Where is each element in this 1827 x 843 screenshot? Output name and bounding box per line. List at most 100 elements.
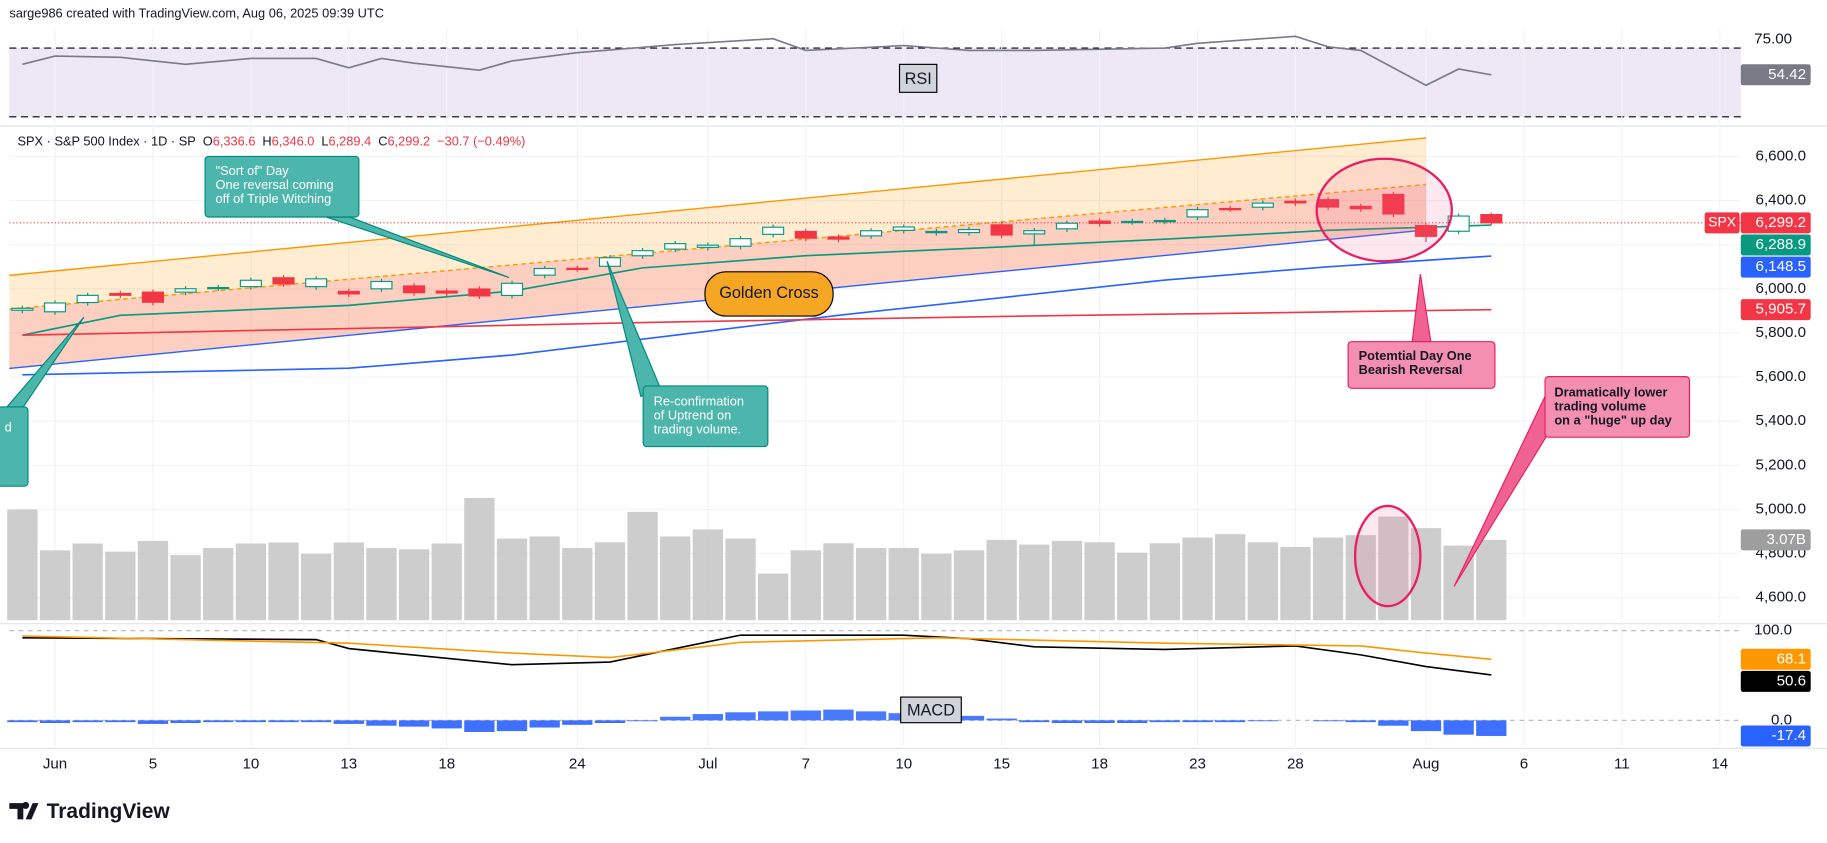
volume-bar [1476,539,1507,621]
annotation-text: trading volume [1554,398,1646,413]
candle-body [11,307,34,311]
annotation-text: Potemtial Day One [1359,348,1472,363]
macd-histogram-bar [1345,720,1376,723]
candle-body [827,236,850,240]
x-tick-label: 10 [895,756,912,773]
macd-histogram-bar [1312,720,1344,722]
volume-bar [1410,528,1442,621]
annotation-text: off of Triple Witching [216,191,332,206]
macd-histogram-bar [398,720,430,727]
macd-histogram-bar [1410,720,1442,732]
callout-box [704,271,834,317]
y-tick-label: 6,400.0 [1756,192,1806,209]
x-tick-label: 14 [1711,756,1728,773]
volume-bar [333,542,364,621]
candle-body [76,294,99,304]
annotation-text: of Uptrend on [654,408,732,423]
candle-body [957,228,981,234]
ohlc-key: O [203,134,213,149]
annotation-text: "Sort of" Day [216,163,290,178]
candle-body [370,280,393,290]
macd-badge-box [1740,670,1811,692]
footer-logo: TradingView [9,800,170,823]
channel-upper-fill [9,137,1427,310]
macd-histogram-bar [1378,720,1409,726]
volume-badge-box [1740,529,1811,551]
candle-body [729,238,752,247]
macd-histogram-bar [301,720,332,723]
macd-histogram-bar [268,720,299,723]
macd-histogram-bar [1215,720,1246,723]
volume-bar [39,550,71,621]
y-tick-label: 6,000.0 [1756,280,1806,297]
volume-bar [301,553,332,621]
volume-bar [855,547,887,621]
symbol-badge: SPX [1708,214,1737,230]
x-tick-label: 5 [149,756,157,773]
macd-histogram-bar [7,720,38,723]
volume-bar [366,547,397,621]
x-tick-label: 18 [438,756,455,773]
moving-average [22,308,1492,336]
macd-badge: 50.6 [1777,672,1806,689]
y-tick-label: 5,800.0 [1756,324,1806,341]
candle-body [1284,200,1307,204]
volume-bar [137,540,169,621]
x-tick-label: 18 [1091,756,1108,773]
volume-bar [1149,543,1181,621]
volume-bar [1117,552,1148,621]
annotation-text: Bearish Reversal [1359,362,1463,377]
candle-body [43,302,67,313]
x-tick-label: Jun [43,756,67,773]
macd-histogram-bar [1476,720,1507,736]
symbol-badge-box [1704,212,1740,234]
candle-body [468,288,491,297]
candle-body [762,226,785,235]
volume-bar [1378,516,1409,621]
macd-label: MACD [907,701,955,719]
rsi-label-box [898,63,938,93]
rsi-band [9,48,1741,117]
volume-bar [986,539,1017,621]
callout-box [1347,341,1496,389]
change: −30.7 (−0.49%) [437,134,525,149]
volume-bar [823,543,854,621]
rsi-label: RSI [905,70,932,88]
symbol: SPX · S&P 500 Index · 1D · SP [17,134,195,149]
candle-body [598,257,622,267]
macd-histogram-bar [105,720,136,723]
price-badge: 6,299.2 [1756,214,1806,231]
price-badge-box [1740,234,1811,256]
macd-histogram-bar [464,720,495,733]
price-badge: 6,288.9 [1756,236,1806,253]
candle-body [1447,215,1470,232]
rsi-line [22,35,1492,87]
callout-box [642,385,769,448]
macd-histogram-bar [1149,720,1181,723]
annotations: RSI MACD 6,299.2 SPX 6,288.9 6,148.5 5,905.7… [0,63,1811,747]
volume-bar [1312,537,1344,621]
price-badge: 5,905.7 [1756,301,1806,318]
volume-bar [725,538,756,621]
x-tick-label: 15 [993,756,1010,773]
macd-histogram-bar [39,720,71,724]
macd-histogram-bar [758,711,789,721]
annotation-text: Dramatically lower [1554,384,1667,399]
volume-bar [7,509,38,621]
macd-histogram-bar [725,712,756,721]
candle-body [566,267,589,271]
annotation-text: Golden Cross [719,284,819,302]
callout-box [0,406,29,487]
macd-histogram-bar [496,720,528,732]
histogram-badge: -17.4 [1772,727,1806,744]
volume-bar [398,549,430,621]
annotation-text: Re-confirmation [654,394,744,409]
x-tick-label: Aug [1413,756,1440,773]
logo-icon [9,801,39,820]
channel-upper [9,137,1427,277]
volume-bar [105,551,136,621]
price-badge-box [1740,212,1811,234]
y-tick-label: 5,600.0 [1756,368,1806,385]
macd-histogram-bar [235,720,267,723]
ohlc-value: 6,289.4 [328,134,371,149]
